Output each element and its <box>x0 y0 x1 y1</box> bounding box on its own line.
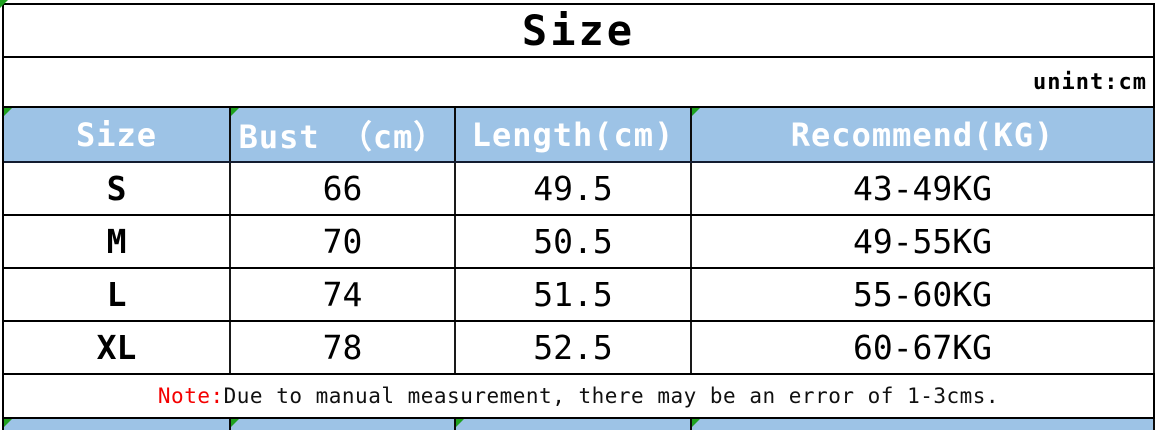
cell-recommend: 43-49KG <box>692 163 1155 214</box>
cell-bust: 66 <box>231 163 456 214</box>
cell-size: L <box>4 269 231 320</box>
cell-length: 49.5 <box>456 163 692 214</box>
header-label: Length(cm) <box>471 115 675 154</box>
cell-value: 43-49KG <box>852 169 993 208</box>
cell-value: XL <box>96 328 137 367</box>
corner-marker-icon <box>231 419 239 427</box>
cell-bust: 78 <box>231 322 456 373</box>
cell-value: 55-60KG <box>852 275 993 314</box>
cell-value: 52.5 <box>533 328 613 367</box>
corner-marker-icon <box>0 0 8 8</box>
note-row: Note: Due to manual measurement, there ma… <box>4 375 1155 419</box>
table-header-row: Size Bust （cm） Length(cm) Recommend(KG) <box>4 108 1155 163</box>
cell-value: 66 <box>322 169 363 208</box>
cell-value: S <box>106 169 127 208</box>
cropped-cell <box>692 419 1155 430</box>
cell-recommend: 60-67KG <box>692 322 1155 373</box>
corner-marker-icon <box>456 419 464 427</box>
header-label: Bust （cm） <box>238 117 447 156</box>
cell-size: XL <box>4 322 231 373</box>
corner-marker-icon <box>692 108 700 116</box>
header-label: Size <box>75 115 158 154</box>
cell-recommend: 55-60KG <box>692 269 1155 320</box>
cell-value: 60-67KG <box>852 328 993 367</box>
cell-value: 70 <box>322 222 363 261</box>
unit-label: unint:cm <box>1033 69 1147 95</box>
cell-length: 50.5 <box>456 216 692 267</box>
header-cell-length: Length(cm) <box>456 108 692 161</box>
cropped-next-row <box>4 419 1155 430</box>
cell-bust: 70 <box>231 216 456 267</box>
note-text: Due to manual measurement, there may be … <box>223 384 1000 408</box>
cell-value: 49-55KG <box>852 222 993 261</box>
corner-marker-icon <box>4 108 12 116</box>
cell-bust: 74 <box>231 269 456 320</box>
cell-size: M <box>4 216 231 267</box>
size-table: Size unint:cm Size Bust （cm） Length(cm) … <box>2 3 1155 430</box>
cell-size: S <box>4 163 231 214</box>
table-row-l: L 74 51.5 55-60KG <box>4 269 1155 322</box>
table-row-m: M 70 50.5 49-55KG <box>4 216 1155 269</box>
unit-row: unint:cm <box>4 58 1155 108</box>
cropped-cell <box>4 419 231 430</box>
corner-marker-icon <box>231 108 239 116</box>
table-row-xl: XL 78 52.5 60-67KG <box>4 322 1155 375</box>
header-cell-bust: Bust （cm） <box>231 108 456 161</box>
cell-recommend: 49-55KG <box>692 216 1155 267</box>
note-prefix: Note: <box>157 384 224 408</box>
cell-value: L <box>106 275 127 314</box>
cell-value: 51.5 <box>533 275 613 314</box>
header-cell-recommend: Recommend(KG) <box>692 108 1155 161</box>
cell-length: 52.5 <box>456 322 692 373</box>
cell-length: 51.5 <box>456 269 692 320</box>
cell-value: 49.5 <box>533 169 613 208</box>
cell-value: 50.5 <box>533 222 613 261</box>
header-label: Recommend(KG) <box>790 115 1055 154</box>
cropped-cell <box>231 419 456 430</box>
page-title: Size <box>4 3 1155 58</box>
page-title-text: Size <box>521 6 636 55</box>
header-cell-size: Size <box>4 108 231 161</box>
cell-value: 78 <box>322 328 363 367</box>
cell-value: 74 <box>322 275 363 314</box>
cropped-cell <box>456 419 692 430</box>
corner-marker-icon <box>4 419 12 427</box>
cell-value: M <box>106 222 127 261</box>
corner-marker-icon <box>692 419 700 427</box>
table-row-s: S 66 49.5 43-49KG <box>4 163 1155 216</box>
